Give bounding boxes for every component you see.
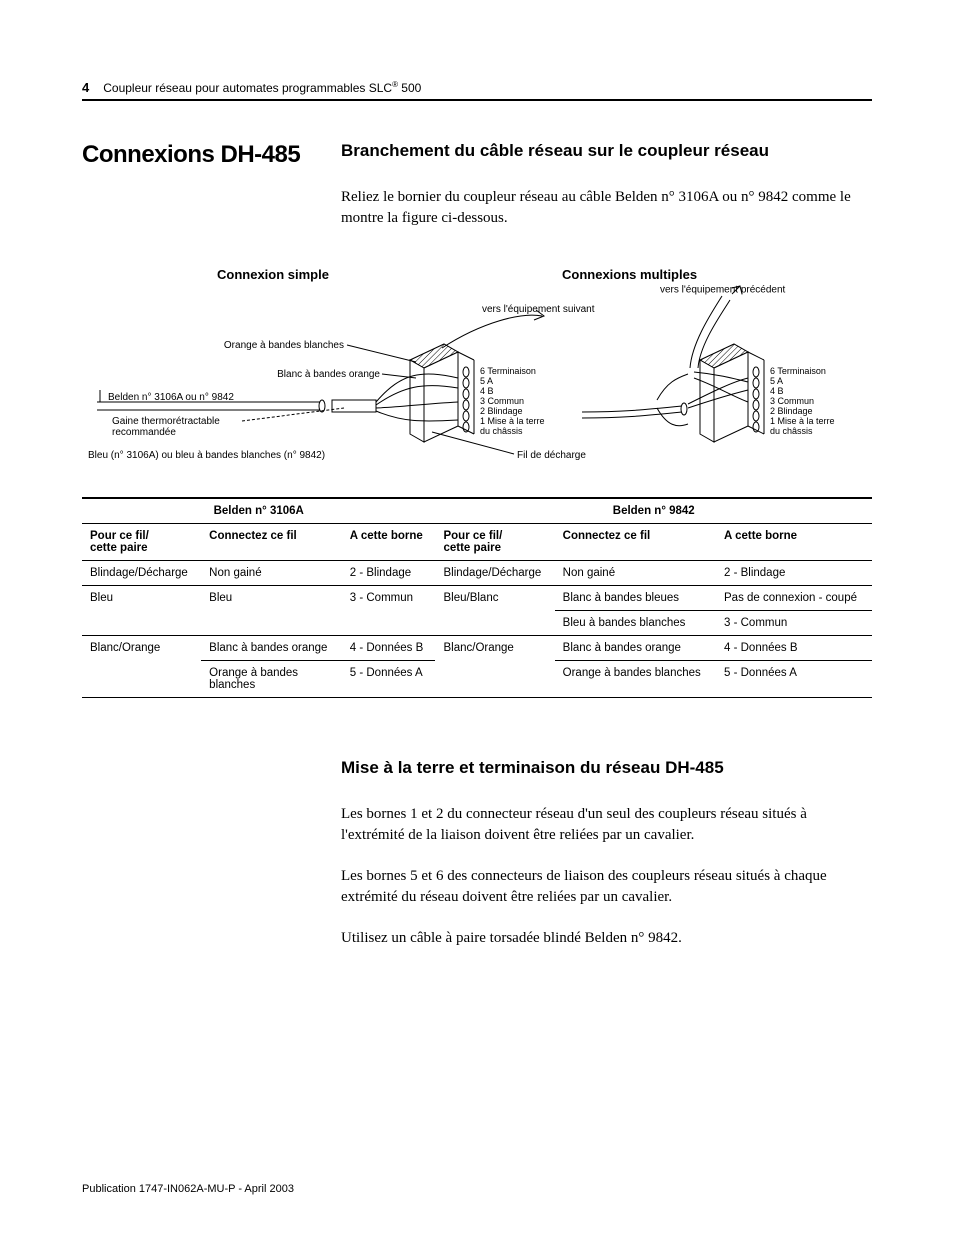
svg-text:du châssis: du châssis — [480, 426, 523, 436]
footer-publication: Publication 1747-IN062A-MU-P - April 200… — [82, 1183, 294, 1195]
table-row: Blindage/Décharge Non gainé 2 - Blindage… — [82, 561, 872, 586]
svg-text:5 A: 5 A — [770, 376, 783, 386]
svg-text:1 Mise à la terre: 1 Mise à la terre — [770, 416, 835, 426]
section-title: Connexions DH-485 — [82, 141, 317, 169]
th-c6: A cette borne — [716, 524, 872, 561]
connector-single — [410, 344, 474, 442]
svg-text:du châssis: du châssis — [770, 426, 813, 436]
label-to-next: vers l'équipement suivant — [482, 304, 595, 315]
th-c5: Connectez ce fil — [555, 524, 716, 561]
th-c4: Pour ce fil/cette paire — [435, 524, 554, 561]
svg-text:2 Blindage: 2 Blindage — [770, 406, 813, 416]
svg-text:1 Mise à la terre: 1 Mise à la terre — [480, 416, 545, 426]
page: 4 Coupleur réseau pour automates program… — [0, 0, 954, 1235]
table-row: Bleu Bleu 3 - Commun Bleu/Blanc Blanc à … — [82, 586, 872, 611]
subsection-title-1: Branchement du câble réseau sur le coupl… — [341, 141, 872, 161]
page-number: 4 — [82, 80, 89, 95]
paragraph-2: Les bornes 1 et 2 du connecteur réseau d… — [341, 804, 872, 846]
paragraph-4: Utilisez un câble à paire torsadée blind… — [341, 928, 872, 949]
svg-text:6 Terminaison: 6 Terminaison — [770, 366, 826, 376]
th-c3: A cette borne — [342, 524, 436, 561]
terminal-labels-right: 6 Terminaison 5 A 4 B 3 Commun 2 Blindag… — [770, 366, 835, 436]
label-white-orange: Blanc à bandes orange — [277, 369, 380, 380]
table-row: Blanc/Orange Blanc à bandes orange 4 - D… — [82, 636, 872, 661]
svg-text:6 Terminaison: 6 Terminaison — [480, 366, 536, 376]
label-orange-white: Orange à bandes blanches — [224, 340, 344, 351]
svg-text:3 Commun: 3 Commun — [770, 396, 814, 406]
svg-text:3 Commun: 3 Commun — [480, 396, 524, 406]
arrow-next-single — [442, 310, 544, 348]
label-drain: Fil de décharge — [517, 450, 586, 461]
svg-text:2 Blindage: 2 Blindage — [480, 406, 523, 416]
section-grounding: Mise à la terre et terminaison du réseau… — [82, 758, 872, 969]
label-blue-note: Bleu (n° 3106A) ou bleu à bandes blanche… — [88, 450, 325, 461]
label-belden: Belden n° 3106A ou n° 9842 — [108, 392, 234, 403]
diagram-title-multiple: Connexions multiples — [477, 267, 872, 282]
svg-text:4 B: 4 B — [480, 386, 494, 396]
paragraph-3: Les bornes 5 et 6 des connecteurs de lia… — [341, 866, 872, 908]
svg-text:4 B: 4 B — [770, 386, 784, 396]
label-shrink-1: Gaine thermorétractable — [112, 416, 220, 427]
label-shrink-2: recommandée — [112, 427, 176, 438]
paragraph-1: Reliez le bornier du coupleur réseau au … — [341, 187, 872, 229]
header-title: Coupleur réseau pour automates programma… — [103, 80, 421, 95]
th-c1: Pour ce fil/cette paire — [82, 524, 201, 561]
wiring-diagram: Connexion simple Connexions multiples — [82, 267, 872, 487]
table-group-1: Belden n° 3106A — [82, 498, 435, 524]
th-c2: Connectez ce fil — [201, 524, 342, 561]
diagram-svg: Orange à bandes blanches Blanc à bandes … — [82, 282, 872, 482]
table-group-2: Belden n° 9842 — [435, 498, 872, 524]
svg-text:5 A: 5 A — [480, 376, 493, 386]
wiring-table: Belden n° 3106A Belden n° 9842 Pour ce f… — [82, 497, 872, 698]
label-to-prev: vers l'équipement précédent — [660, 284, 786, 295]
terminal-labels-left: 6 Terminaison 5 A 4 B 3 Commun 2 Blindag… — [480, 366, 545, 436]
diagram-title-single: Connexion simple — [82, 267, 477, 282]
title-row: Connexions DH-485 Branchement du câble r… — [82, 141, 872, 249]
running-header: 4 Coupleur réseau pour automates program… — [82, 80, 872, 101]
subsection-title-2: Mise à la terre et terminaison du réseau… — [341, 758, 872, 778]
